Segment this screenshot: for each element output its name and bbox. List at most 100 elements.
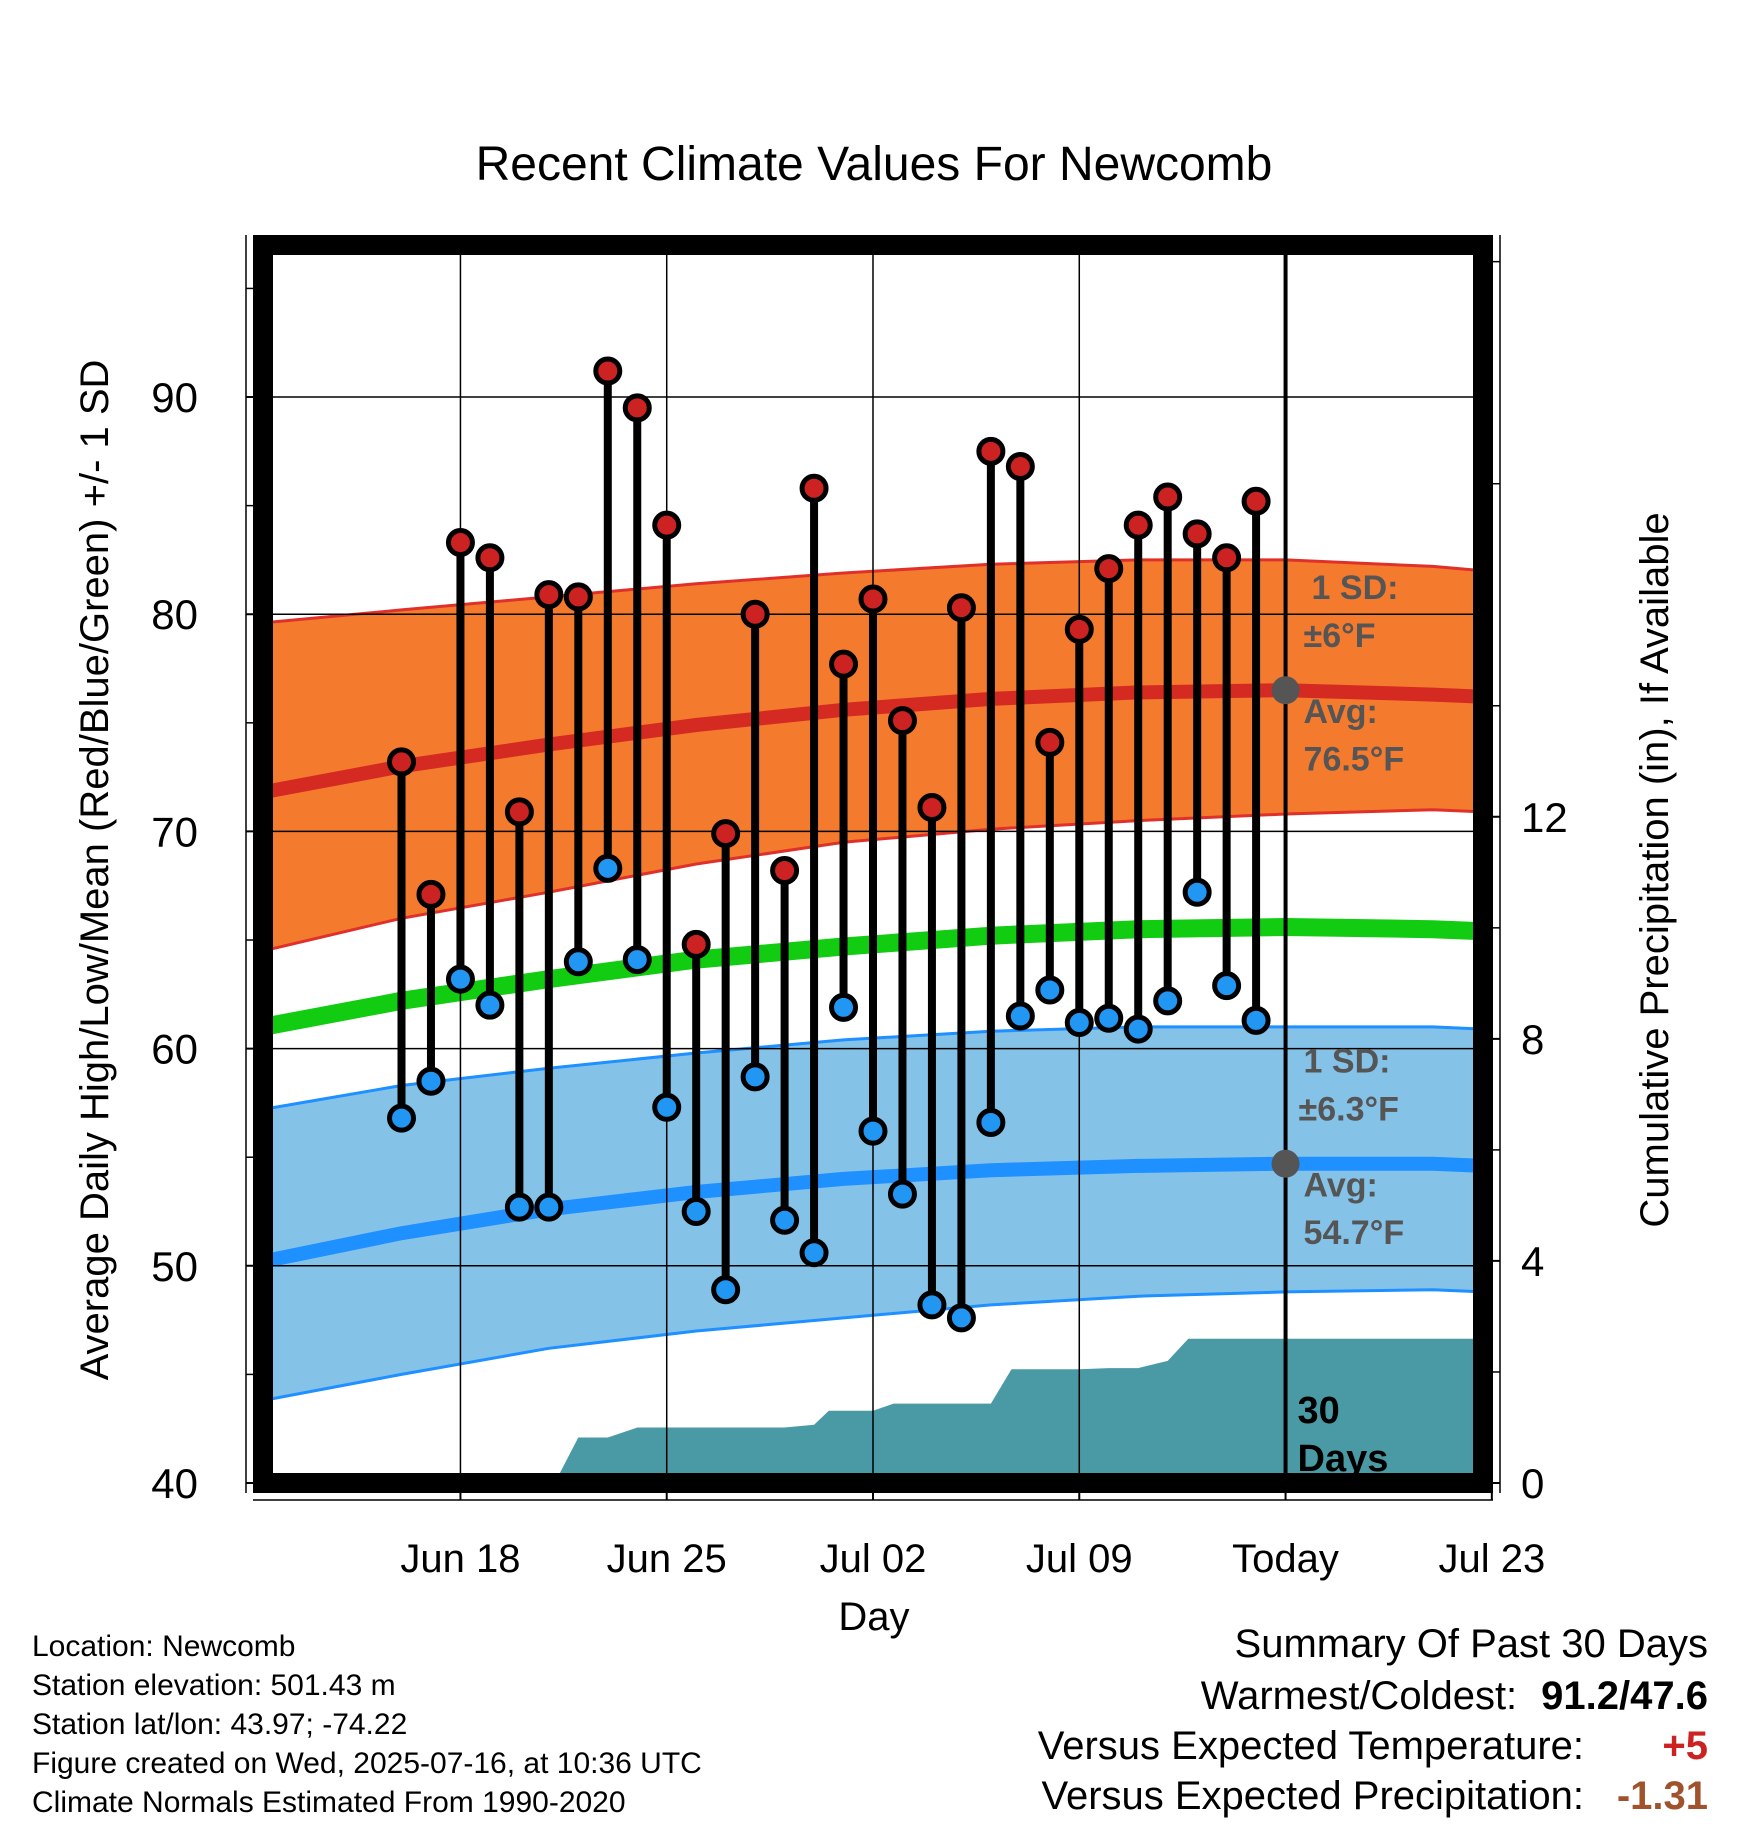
daily-low-point [917,1290,947,1320]
warm-cold-label: Warmest/Coldest: [1200,1674,1518,1718]
daily-low-point [475,990,505,1020]
footer-elevation: Station elevation: 501.43 m [32,1669,396,1702]
precip-diff-label: Versus Expected Precipitation: [1041,1774,1584,1818]
today-low-avg-marker [1271,1149,1300,1178]
daily-low-point [1035,975,1065,1005]
daily-high-point [563,582,593,612]
precip-diff-value: -1.31 [1616,1774,1708,1818]
daily-low-point [770,1205,800,1235]
low-avg-value: 54.7°F [1304,1214,1405,1252]
footer-created: Figure created on Wed, 2025-07-16, at 10… [32,1747,702,1780]
summary-precip: Versus Expected Precipitation: -1.31 [1041,1774,1708,1819]
daily-high-point [829,649,859,679]
precip-area [554,1338,1483,1483]
today-days-number: 30 [1298,1390,1340,1432]
daily-low-point [740,1062,770,1092]
daily-low-point [652,1092,682,1122]
daily-low-point [1182,877,1212,907]
low-sd-value: ±6.3°F [1299,1090,1399,1128]
daily-low-point [858,1116,888,1146]
daily-low-point [563,947,593,977]
x-tick-label: Jul 09 [1026,1537,1133,1581]
high-avg-label: Avg: [1304,693,1378,731]
today-high-avg-marker [1271,676,1300,705]
daily-high-point [770,856,800,886]
daily-high-point [652,510,682,540]
daily-high-point [681,929,711,959]
daily-high-point [799,473,829,503]
low-sd-band-lower-edge [262,1288,1484,1402]
summary-temp: Versus Expected Temperature: +5 [1038,1724,1708,1769]
daily-low-point [887,1179,917,1209]
summary-title: Summary Of Past 30 Days [1235,1622,1708,1667]
daily-low-point [622,945,652,975]
low-sd-label: 1 SD: [1304,1043,1391,1081]
daily-low-point [387,1103,417,1133]
daily-high-point [887,706,917,736]
high-normal-line [261,683,1484,800]
y2-axis-label: Cumulative Precipitation (in), If Availa… [1633,512,1677,1227]
high-sd-band-lower-edge [262,808,1484,953]
daily-high-point [858,584,888,614]
y2-tick-label: 4 [1521,1238,1544,1285]
y-tick-label: 50 [151,1243,198,1290]
low-avg-label: Avg: [1304,1166,1378,1204]
y-axis-label: Average Daily High/Low/Mean (Red/Blue/Gr… [73,360,117,1381]
y2-tick-label: 0 [1521,1460,1544,1507]
daily-low-point [445,964,475,994]
x-tick-label: Jul 23 [1438,1537,1545,1581]
y-tick-label: 40 [151,1460,198,1507]
high-sd-label: 1 SD: [1312,569,1399,607]
daily-low-point [1094,1003,1124,1033]
daily-high-point [917,793,947,823]
daily-low-point [593,853,623,883]
daily-low-point [976,1107,1006,1137]
daily-low-point [416,1066,446,1096]
daily-low-point [829,992,859,1022]
daily-low-point [1123,1014,1153,1044]
footer-location: Location: Newcomb [32,1630,296,1663]
daily-low-point [711,1275,741,1305]
daily-high-point [740,599,770,629]
daily-high-point [445,528,475,558]
daily-high-point [1005,452,1035,482]
daily-high-point [387,747,417,777]
y-tick-label: 80 [151,591,198,638]
daily-low-point [534,1192,564,1222]
daily-high-point [1064,614,1094,644]
daily-high-point [711,819,741,849]
daily-high-point [946,593,976,623]
y2-tick-label: 8 [1521,1016,1544,1063]
daily-high-point [1182,519,1212,549]
footer-latlon: Station lat/lon: 43.97; -74.22 [32,1708,408,1741]
chart-title: Recent Climate Values For Newcomb [476,138,1273,191]
x-axis-label: Day [838,1595,909,1639]
x-tick-label: Jun 18 [400,1537,520,1581]
temp-diff-value: +5 [1662,1724,1708,1768]
high-avg-value: 76.5°F [1304,741,1405,779]
footer-normals: Climate Normals Estimated From 1990-2020 [32,1786,626,1819]
daily-high-point [593,356,623,386]
daily-high-point [475,543,505,573]
daily-high-point [504,797,534,827]
mean-normal-line [261,917,1484,1036]
y2-tick-label: 12 [1521,794,1568,841]
daily-high-point [1153,482,1183,512]
low-normal-line [261,1156,1484,1269]
daily-low-point [504,1192,534,1222]
daily-low-point [1153,986,1183,1016]
daily-high-point [534,580,564,610]
warm-cold-value: 91.2/47.6 [1541,1674,1708,1718]
y-tick-label: 90 [151,374,198,421]
y-tick-label: 70 [151,808,198,855]
daily-low-point [1005,1001,1035,1031]
summary-warm-cold: Warmest/Coldest: 91.2/47.6 [1201,1674,1708,1719]
y-tick-label: 60 [151,1026,198,1073]
daily-high-point [1212,543,1242,573]
daily-low-point [1064,1008,1094,1038]
daily-high-point [1241,486,1271,516]
daily-low-point [681,1197,711,1227]
daily-high-point [976,436,1006,466]
daily-low-point [1212,971,1242,1001]
